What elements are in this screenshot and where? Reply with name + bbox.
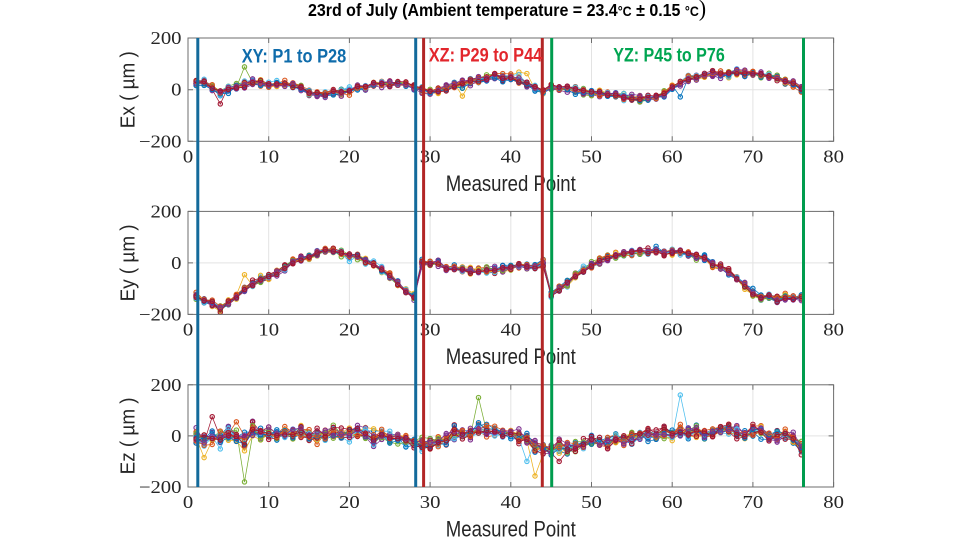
svg-text:Measured Point: Measured Point (446, 517, 576, 540)
svg-text:40: 40 (500, 493, 521, 512)
svg-text:20: 20 (339, 493, 360, 512)
svg-text:Ez ( µm ): Ez ( µm ) (118, 397, 140, 474)
svg-text:XZ: P29 to P44: XZ: P29 to P44 (429, 46, 543, 67)
svg-text:50: 50 (581, 321, 602, 340)
svg-text:20: 20 (339, 148, 360, 167)
svg-text:50: 50 (581, 148, 602, 167)
svg-text:200: 200 (150, 29, 181, 48)
svg-text:80: 80 (823, 148, 844, 167)
svg-text:20: 20 (339, 321, 360, 340)
svg-text:60: 60 (662, 148, 683, 167)
svg-text:XY: P1 to P28: XY: P1 to P28 (242, 47, 347, 68)
svg-text:0: 0 (183, 148, 193, 167)
svg-text:60: 60 (662, 493, 683, 512)
svg-text:0: 0 (171, 254, 181, 273)
svg-text:YZ: P45 to P76: YZ: P45 to P76 (613, 46, 725, 67)
svg-text:Measured Point: Measured Point (446, 171, 576, 196)
svg-text:Ex ( µm ): Ex ( µm ) (118, 51, 140, 128)
svg-text:50: 50 (581, 493, 602, 512)
svg-text:70: 70 (743, 321, 764, 340)
svg-text:30: 30 (420, 493, 441, 512)
svg-text:0: 0 (171, 81, 181, 100)
svg-text:70: 70 (743, 148, 764, 167)
svg-text:0: 0 (183, 493, 193, 512)
svg-text:70: 70 (743, 493, 764, 512)
svg-text:40: 40 (500, 148, 521, 167)
svg-text:10: 10 (258, 321, 279, 340)
svg-text:−200: −200 (139, 478, 182, 497)
svg-text:200: 200 (150, 376, 181, 395)
svg-text:10: 10 (258, 493, 279, 512)
svg-text:−200: −200 (139, 306, 182, 325)
svg-text:0: 0 (171, 427, 181, 446)
svg-text:80: 80 (823, 321, 844, 340)
svg-text:Ey ( µm ): Ey ( µm ) (118, 224, 140, 301)
svg-text:−200: −200 (139, 132, 182, 151)
svg-text:60: 60 (662, 321, 683, 340)
svg-text:23rd of July (Ambient temperat: 23rd of July (Ambient temperature = 23.4… (308, 0, 706, 21)
svg-text:40: 40 (500, 321, 521, 340)
svg-text:80: 80 (823, 493, 844, 512)
svg-text:Measured Point: Measured Point (446, 344, 576, 369)
svg-text:0: 0 (183, 321, 193, 340)
svg-text:200: 200 (150, 203, 181, 222)
svg-text:10: 10 (258, 148, 279, 167)
